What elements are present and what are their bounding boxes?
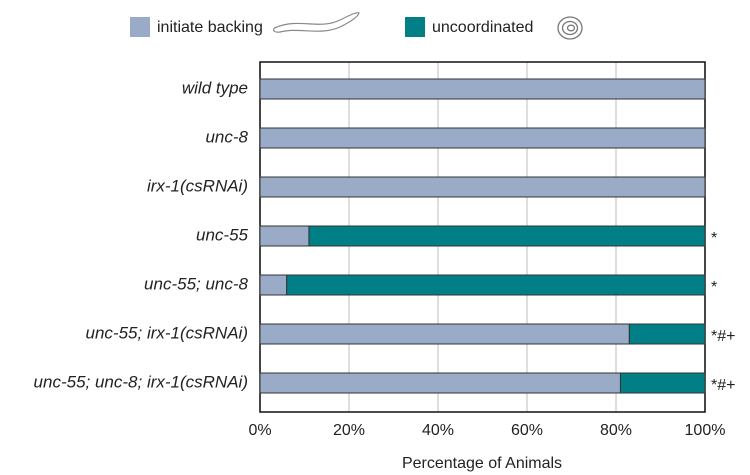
x-tick-label: 100% bbox=[685, 422, 726, 439]
category-label: unc-8 bbox=[205, 127, 248, 146]
x-tick-label: 80% bbox=[600, 422, 632, 439]
bar-segment bbox=[260, 79, 705, 99]
bar-segment bbox=[260, 177, 705, 197]
category-label: wild type bbox=[182, 78, 248, 97]
significance-label: *#+ bbox=[711, 328, 735, 345]
bar-segment bbox=[287, 275, 705, 295]
x-tick-label: 20% bbox=[333, 422, 365, 439]
category-label: unc-55; irx-1(csRNAi) bbox=[86, 323, 248, 342]
chart: Percentage of Animals initiate backing un… bbox=[0, 0, 750, 475]
category-label: unc-55 bbox=[196, 225, 249, 244]
category-label: unc-55; unc-8 bbox=[144, 274, 248, 293]
significance-label: * bbox=[711, 230, 717, 247]
bar-segment bbox=[260, 128, 705, 148]
legend-swatch bbox=[405, 17, 425, 37]
category-label: unc-55; unc-8; irx-1(csRNAi) bbox=[34, 372, 248, 391]
x-tick-label: 60% bbox=[511, 422, 543, 439]
category-label: irx-1(csRNAi) bbox=[147, 176, 248, 195]
bar-segment bbox=[620, 373, 705, 393]
bar-segment bbox=[260, 373, 620, 393]
significance-label: *#+ bbox=[711, 377, 735, 394]
legend-label: uncoordinated bbox=[432, 19, 533, 36]
coil-icon bbox=[558, 17, 582, 39]
bar-segment bbox=[629, 324, 705, 344]
bar-segment bbox=[309, 226, 705, 246]
worm-icon bbox=[274, 13, 359, 32]
legend-label: initiate backing bbox=[157, 19, 263, 36]
significance-label: * bbox=[711, 279, 717, 296]
bar-segment bbox=[260, 226, 309, 246]
x-tick-label: 0% bbox=[248, 422, 271, 439]
x-tick-label: 40% bbox=[422, 422, 454, 439]
bar-segment bbox=[260, 324, 629, 344]
legend bbox=[274, 13, 582, 39]
x-axis-label: Percentage of Animals bbox=[402, 455, 562, 472]
legend-swatch bbox=[130, 17, 150, 37]
bar-segment bbox=[260, 275, 287, 295]
